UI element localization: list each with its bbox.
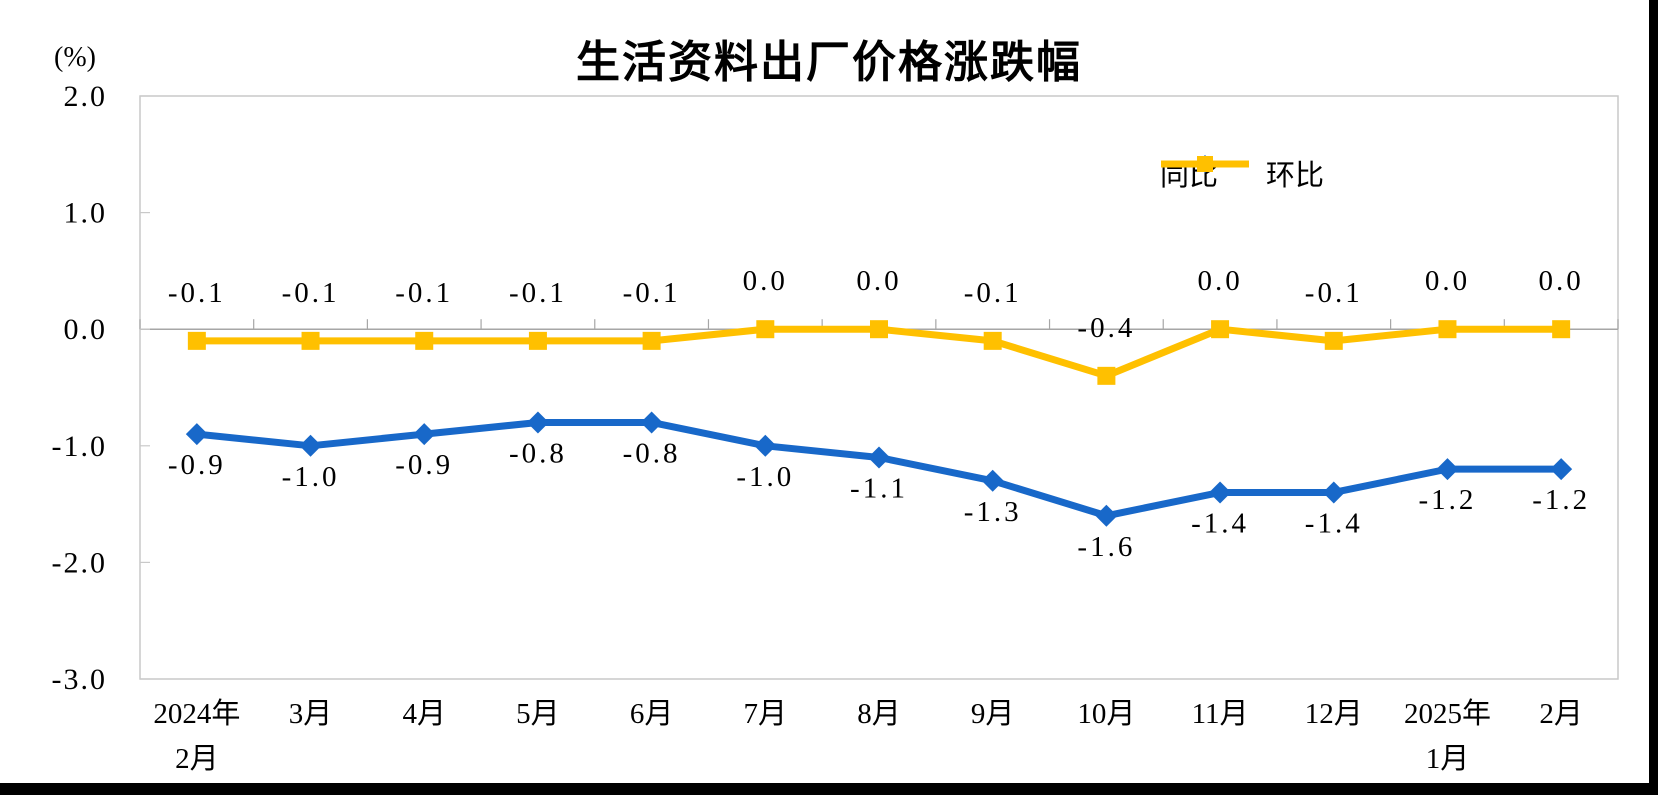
y-axis-tick-label: -1.0 [52, 430, 108, 463]
data-point-marker-square [1097, 366, 1116, 385]
y-axis-tick-label: -3.0 [52, 663, 108, 696]
plot-border [139, 95, 1619, 680]
data-point-marker-square [1438, 320, 1457, 339]
data-point-marker-diamond [868, 446, 890, 469]
data-point-marker-square [1552, 320, 1571, 339]
y-axis-tick-label: 2.0 [64, 80, 108, 113]
data-point-marker-diamond [640, 411, 663, 434]
data-point-label: 0.0 [856, 265, 901, 297]
data-point-marker-square [528, 331, 547, 350]
data-point-label: -0.8 [509, 437, 567, 469]
data-point-label: -1.2 [1419, 484, 1477, 516]
chart-title: 生活资料出厂价格涨跌幅 [576, 38, 1082, 87]
data-point-label: -1.4 [1191, 507, 1249, 539]
x-axis-category-label: 4月 [402, 698, 446, 730]
y-axis-unit-label: (%) [54, 42, 96, 73]
data-point-label: -1.1 [850, 472, 908, 504]
data-point-label: 0.0 [1197, 265, 1242, 297]
legend-label-mom: 环比 [1266, 160, 1325, 192]
y-axis-tick-label: -2.0 [52, 546, 108, 579]
data-point-label: 0.0 [743, 265, 788, 297]
data-point-marker-square [642, 331, 661, 350]
data-point-marker-diamond [1322, 481, 1345, 504]
data-point-label: -1.0 [282, 461, 340, 493]
screen-edge-bottom [0, 783, 1658, 795]
data-point-marker-diamond [754, 434, 777, 457]
data-point-marker-diamond [1550, 458, 1573, 481]
x-axis-category-label: 8月 [857, 698, 901, 730]
data-point-label: -0.8 [623, 437, 681, 469]
data-point-marker-diamond [1436, 458, 1459, 481]
data-point-label: -1.6 [1077, 531, 1135, 563]
data-point-label: -0.9 [168, 449, 226, 481]
data-point-label: -0.1 [282, 277, 340, 309]
screen-edge-right [1649, 0, 1658, 795]
data-point-label: -0.9 [395, 449, 453, 481]
x-axis-category-label: 7月 [744, 698, 788, 730]
data-point-marker-diamond [299, 434, 322, 457]
data-point-label: -1.2 [1532, 484, 1590, 516]
data-point-marker-square [415, 331, 434, 350]
data-point-label: -0.4 [1077, 312, 1135, 344]
data-point-marker-diamond [413, 423, 436, 446]
data-point-label: -0.1 [509, 277, 567, 309]
x-axis-category-label: 11月 [1192, 698, 1249, 730]
data-point-label: -1.0 [736, 461, 794, 493]
x-axis-category-label: 12月 [1305, 698, 1363, 730]
legend-item-mom: 环比 [1161, 152, 1325, 194]
data-point-marker-square [1324, 331, 1343, 350]
x-axis-category-label: 9月 [971, 698, 1015, 730]
legend-swatch-mom-line-icon [1161, 156, 1249, 172]
data-point-marker-square [301, 331, 320, 350]
data-point-marker-square [1211, 320, 1230, 339]
data-point-marker-diamond [526, 411, 549, 434]
data-point-label: -1.3 [964, 496, 1022, 528]
data-point-marker-diamond [981, 469, 1004, 492]
legend: 同比 环比 [1160, 152, 1324, 194]
x-axis-category-label: 10月 [1077, 698, 1135, 730]
data-point-marker-square [756, 320, 775, 339]
data-point-marker-square [870, 320, 888, 339]
y-axis-tick-label: 1.0 [64, 197, 108, 230]
x-axis-category-label: 2025年 [1404, 697, 1491, 730]
data-point-marker-diamond [1209, 481, 1232, 504]
data-point-marker-square [983, 331, 1002, 350]
x-axis-category-label: 2月 [1539, 698, 1583, 730]
x-axis-category-label: 2024年 [153, 697, 240, 730]
data-point-label: -0.1 [964, 277, 1022, 309]
data-point-label: -0.1 [168, 277, 226, 309]
x-axis-category-label-line2: 1月 [1426, 743, 1470, 775]
x-axis-category-label: 5月 [516, 698, 560, 730]
data-point-label: -0.1 [1305, 277, 1363, 309]
x-axis-category-label: 6月 [630, 698, 674, 730]
data-point-label: 0.0 [1539, 265, 1584, 297]
data-point-label: -0.1 [623, 277, 681, 309]
data-point-marker-diamond [1095, 504, 1118, 527]
data-point-label: 0.0 [1425, 265, 1470, 297]
series-yoy: -0.9 -1.0 -0.9 -0.8 -0.8 -1.0 -1.1 -1.3 -1.6 -1.4… [168, 411, 1590, 563]
series-mom: -0.1 -0.1 -0.1 -0.1 -0.1 0.0 0.0 -0.1 -0.4 0.0 -0.… [168, 265, 1584, 385]
data-point-label: -0.1 [395, 277, 453, 309]
data-point-marker-square [187, 331, 206, 350]
data-point-marker-diamond [185, 423, 208, 446]
data-point-label: -1.4 [1305, 507, 1363, 539]
y-axis-tick-label: 0.0 [64, 313, 108, 346]
x-axis-category-label: 3月 [289, 698, 333, 730]
x-axis-category-label-line2: 2月 [175, 743, 219, 775]
